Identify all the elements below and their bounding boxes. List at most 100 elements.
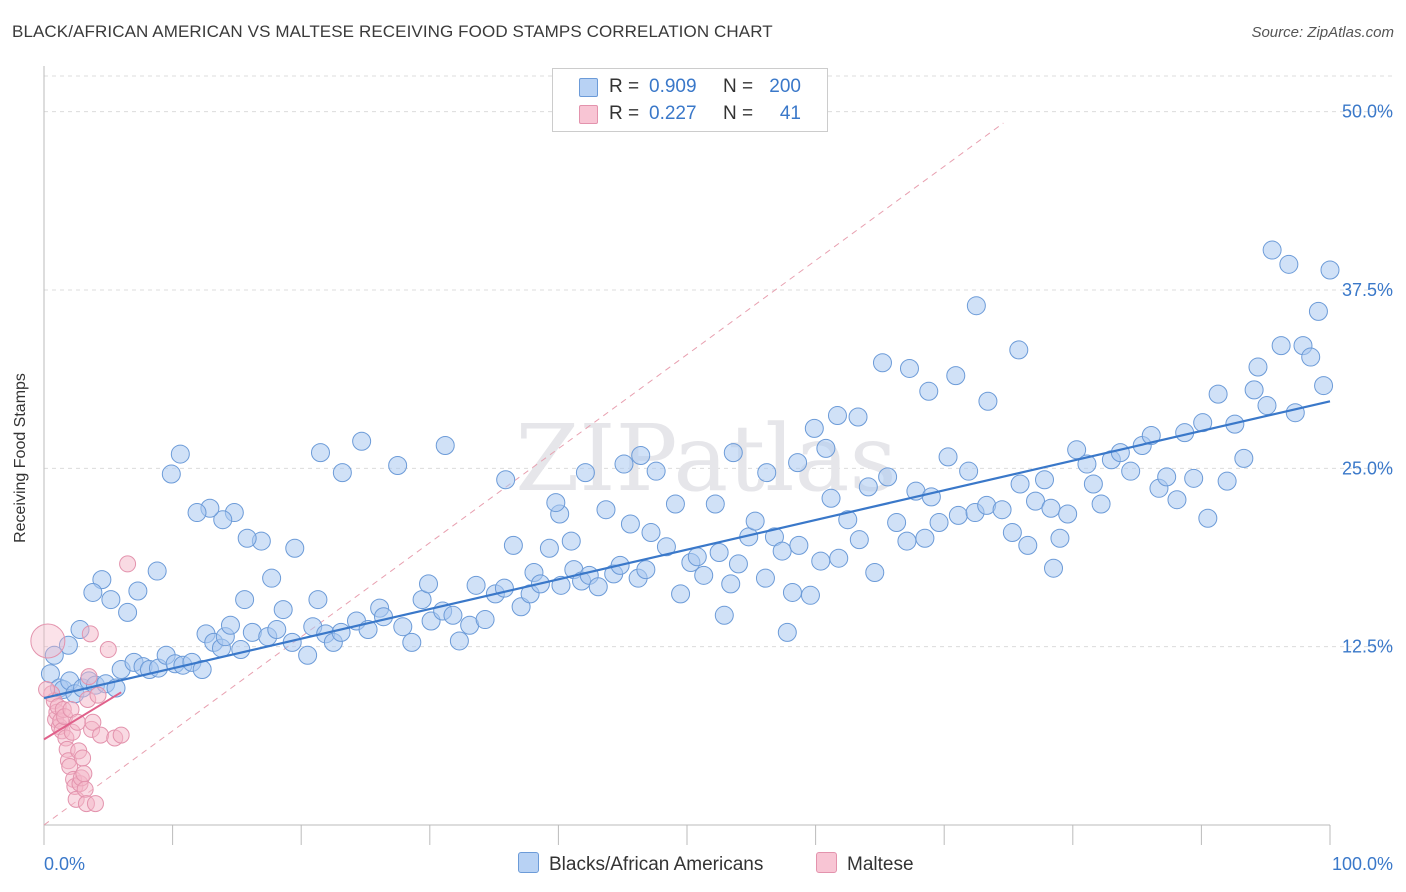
data-point-blacks	[777, 622, 797, 642]
data-point-blacks	[705, 494, 725, 514]
trend-layer	[43, 400, 1331, 741]
legend-swatch-pink	[816, 852, 837, 873]
data-point-blacks	[352, 431, 372, 451]
data-point-blacks	[959, 461, 979, 481]
data-point-blacks	[1077, 454, 1097, 474]
reference-diagonal	[43, 122, 1004, 826]
data-point-blacks	[575, 463, 595, 483]
data-point-blacks	[966, 296, 986, 316]
data-point-blacks	[588, 577, 608, 597]
y-tick-label: 50.0%	[1342, 102, 1393, 122]
data-point-blacks	[800, 585, 820, 605]
data-point-blacks	[978, 391, 998, 411]
legend-label: Blacks/African Americans	[549, 854, 764, 875]
y-tick-label: 12.5%	[1342, 637, 1393, 657]
data-point-blacks	[789, 535, 809, 555]
data-point-blacks	[419, 574, 439, 594]
data-point-blacks	[899, 358, 919, 378]
data-point-maltese	[30, 623, 66, 659]
data-point-blacks	[636, 560, 656, 580]
data-point-blacks	[496, 470, 516, 490]
data-point-blacks	[1091, 494, 1111, 514]
legend-n-value: 200	[769, 76, 801, 97]
legend-item-blacks[interactable]: Blacks/African Americans	[518, 852, 763, 876]
data-point-blacks	[267, 620, 287, 640]
legend-n-label: N =	[723, 76, 754, 97]
data-point-blacks	[1041, 498, 1061, 518]
data-point-blacks	[1044, 558, 1064, 578]
data-point-blacks	[755, 568, 775, 588]
x-tick-label: 0.0%	[44, 854, 85, 874]
data-point-blacks	[1167, 490, 1187, 510]
data-point-maltese	[92, 726, 110, 744]
data-point-blacks	[1058, 504, 1078, 524]
data-point-blacks	[897, 531, 917, 551]
data-point-blacks	[1010, 474, 1030, 494]
data-point-maltese	[75, 765, 93, 783]
data-point-blacks	[838, 510, 858, 530]
data-point-blacks	[1301, 347, 1321, 367]
data-point-blacks	[1308, 301, 1328, 321]
chart-title: BLACK/AFRICAN AMERICAN VS MALTESE RECEIV…	[12, 22, 773, 41]
data-point-blacks	[374, 607, 394, 627]
data-point-blacks	[466, 575, 486, 595]
data-point-blacks	[475, 610, 495, 630]
data-point-blacks	[804, 418, 824, 438]
legend-n-value: 41	[779, 103, 801, 124]
data-point-blacks	[849, 530, 869, 550]
x-tick-label: 100.0%	[1332, 854, 1393, 874]
data-point-blacks	[101, 590, 121, 610]
y-tick-label: 25.0%	[1342, 458, 1393, 478]
data-point-blacks	[443, 605, 463, 625]
data-point-maltese	[89, 686, 107, 704]
tick-labels: 12.5% 25.0% 37.5% 50.0% 0.0% 100.0%	[44, 102, 1393, 874]
data-point-blacks	[388, 455, 408, 475]
data-point-blacks	[631, 445, 651, 465]
y-tick-label: 37.5%	[1342, 280, 1393, 300]
data-point-blacks	[782, 582, 802, 602]
data-point-blacks	[1208, 384, 1228, 404]
data-point-maltese	[81, 625, 99, 643]
legend-swatch-blue	[518, 852, 539, 873]
data-point-blacks	[1050, 528, 1070, 548]
data-point-blacks	[641, 523, 661, 543]
data-point-blacks	[58, 635, 78, 655]
data-point-blacks	[872, 353, 892, 373]
data-point-blacks	[1234, 448, 1254, 468]
data-point-blacks	[1018, 535, 1038, 555]
data-point-blacks	[1217, 471, 1237, 491]
data-point-blacks	[83, 582, 103, 602]
data-point-blacks	[656, 537, 676, 557]
data-point-blacks	[187, 503, 207, 523]
data-point-blacks	[1198, 508, 1218, 528]
data-point-blacks	[816, 438, 836, 458]
data-point-blacks	[1271, 336, 1291, 356]
data-point-blacks	[449, 631, 469, 651]
data-point-maltese	[86, 795, 104, 813]
data-point-blacks	[811, 551, 831, 571]
data-point-blacks	[1141, 426, 1161, 446]
axes-layer	[43, 66, 1331, 845]
data-point-blacks	[546, 493, 566, 513]
data-point-blacks	[213, 510, 233, 530]
data-point-blacks	[946, 366, 966, 386]
data-point-blacks	[709, 543, 729, 563]
data-point-blacks	[878, 467, 898, 487]
data-point-blacks	[745, 511, 765, 531]
data-point-blacks	[728, 554, 748, 574]
data-point-blacks	[723, 443, 743, 463]
data-point-blacks	[262, 568, 282, 588]
correlation-legend: R = 0.909 N = 200 R = 0.227 N = 41	[552, 68, 828, 132]
data-point-blacks	[757, 463, 777, 483]
legend-r-label: R =	[609, 76, 640, 97]
legend-label: Maltese	[847, 854, 914, 875]
legend-row-maltese: R = 0.227 N = 41	[553, 101, 827, 127]
legend-item-maltese[interactable]: Maltese	[816, 852, 914, 876]
data-point-blacks	[393, 617, 413, 637]
data-point-maltese	[99, 641, 117, 659]
data-point-blacks	[992, 500, 1012, 520]
data-point-maltese	[112, 726, 130, 744]
data-point-maltese	[80, 668, 98, 686]
legend-swatch-blue	[579, 78, 598, 97]
data-point-maltese	[74, 749, 92, 767]
